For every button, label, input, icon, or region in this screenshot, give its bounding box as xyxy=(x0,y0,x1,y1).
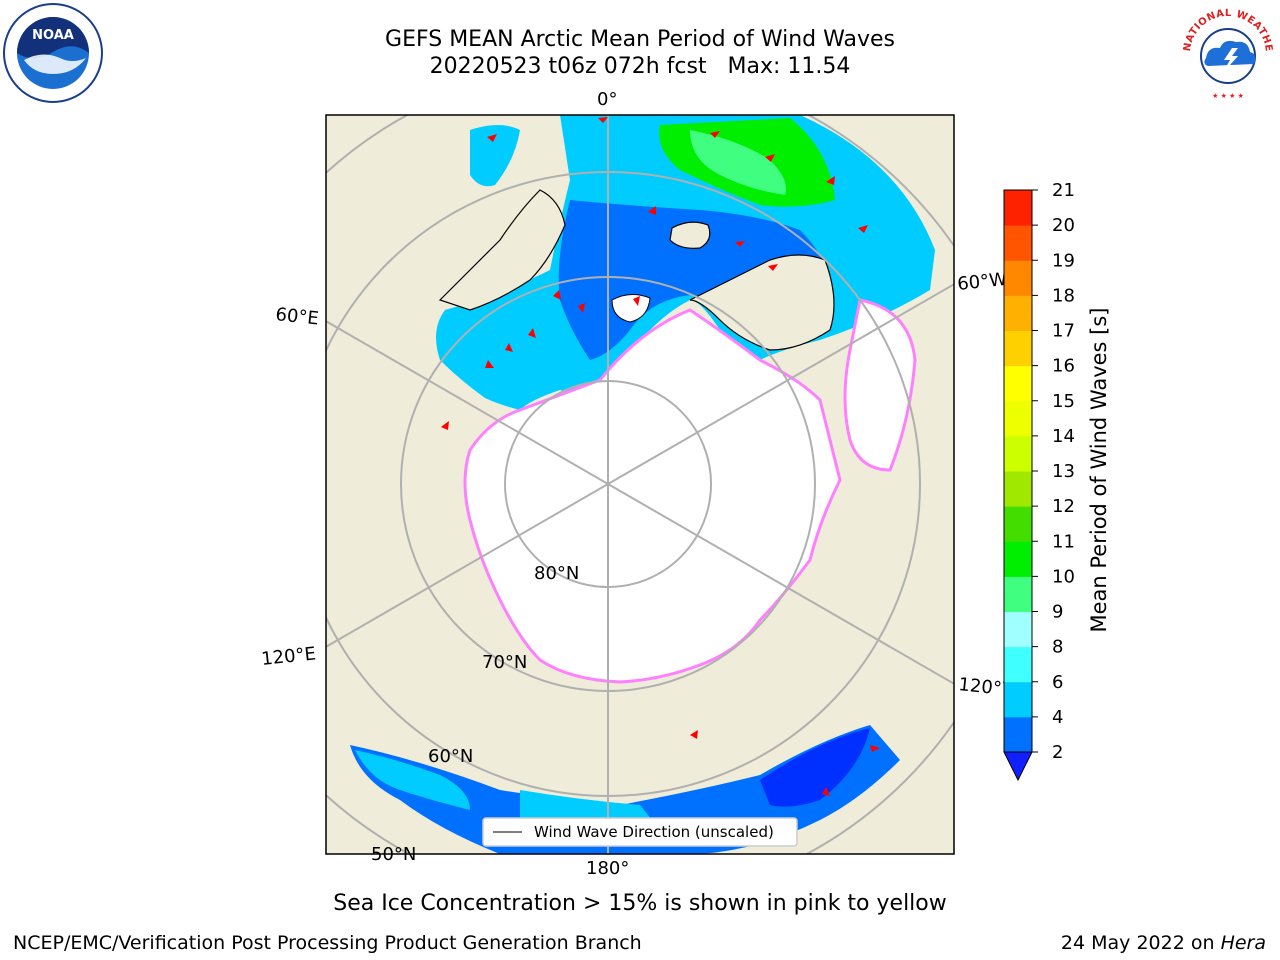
land-svalbard xyxy=(611,294,651,323)
colorbar-tick-label: 10 xyxy=(1052,566,1075,587)
colorbar-tick-label: 14 xyxy=(1052,426,1075,447)
map-area: Wind Wave Direction (unscaled) xyxy=(326,115,954,854)
colorbar-segment xyxy=(1004,576,1032,612)
colorbar-tick-label: 20 xyxy=(1052,215,1075,236)
arctic-sea-ice xyxy=(463,308,842,684)
lat-label-70n: 70°N xyxy=(482,652,527,673)
colorbar-tick-label: 4 xyxy=(1052,707,1063,728)
date-text: 24 May 2022 on Hera xyxy=(1061,932,1266,954)
colorbar-tick-label: 21 xyxy=(1052,180,1075,201)
lon-label-0: 0° xyxy=(597,89,617,110)
ocean-atlantic-lightgreen xyxy=(690,130,786,195)
ocean-pacific-deep xyxy=(760,728,870,807)
svg-text:★ ★ ★ ★: ★ ★ ★ ★ xyxy=(1212,92,1244,100)
lat-label-80n: 80°N xyxy=(534,563,579,584)
wind-arrow xyxy=(648,206,656,215)
colorbar-tick-label: 19 xyxy=(1052,250,1075,271)
lon-label-180: 180° xyxy=(586,858,629,879)
colorbar-tick-label: 2 xyxy=(1052,742,1063,763)
colorbar-tick-label: 8 xyxy=(1052,637,1063,658)
host-name: Hera xyxy=(1220,932,1266,954)
colorbar-segment xyxy=(1004,471,1032,507)
wind-arrow xyxy=(578,303,585,313)
noaa-logo-text: NOAA xyxy=(32,28,74,43)
colorbar-extend xyxy=(1003,751,1033,782)
map-frame xyxy=(325,114,955,855)
lon-label-60w: 60°W xyxy=(956,269,1008,295)
colorbar-segment xyxy=(1004,506,1032,542)
colorbar-tick-label: 11 xyxy=(1052,531,1075,552)
ocean-hudson-bay xyxy=(843,298,917,472)
lat-label-60n: 60°N xyxy=(428,746,473,767)
nws-logo: NATIONAL WEATHER SERVICE ★ ★ ★ ★ xyxy=(1178,2,1274,100)
credit-text: NCEP/EMC/Verification Post Processing Pr… xyxy=(13,932,642,954)
colorbar-segment xyxy=(1004,225,1032,261)
colorbar-segment xyxy=(1004,330,1032,367)
noaa-logo: NOAA xyxy=(3,3,103,103)
wind-arrow xyxy=(598,117,608,123)
wind-arrow xyxy=(441,421,449,430)
colorbar-label: Mean Period of Wind Waves [s] xyxy=(1087,308,1111,633)
colorbar-segment xyxy=(1004,611,1032,648)
meridian-120w xyxy=(607,483,954,685)
map-title-line2: 20220523 t06z 072h fcst Max: 11.54 xyxy=(429,54,851,79)
wind-arrow xyxy=(485,360,494,368)
land-scandinavia xyxy=(438,189,566,311)
wind-arrow xyxy=(822,787,830,796)
colorbar-tick-label: 9 xyxy=(1052,602,1063,623)
wind-arrow xyxy=(690,730,698,739)
meridian-120e xyxy=(326,483,609,648)
colorbar-segment xyxy=(1004,716,1032,753)
wind-arrows xyxy=(441,117,880,796)
lon-label-120e: 120°E xyxy=(260,643,317,670)
meridian-60w xyxy=(607,283,954,485)
colorbar-tick-label: 17 xyxy=(1052,321,1075,342)
wind-arrow xyxy=(487,134,497,142)
land-iceland xyxy=(669,221,711,249)
meridian-60e xyxy=(326,320,609,485)
map-legend: Wind Wave Direction (unscaled) xyxy=(482,817,798,847)
colorbar-tick-label: 16 xyxy=(1052,356,1075,377)
map-title-line1: GEFS MEAN Arctic Mean Period of Wind Wav… xyxy=(385,27,895,52)
colorbar-segment xyxy=(1004,190,1032,226)
colorbar-segment xyxy=(1004,541,1032,577)
colorbar-tick-label: 18 xyxy=(1052,285,1075,306)
graticule xyxy=(326,115,954,854)
wind-arrow xyxy=(735,241,745,247)
colorbar-segment xyxy=(1004,260,1032,296)
colorbar-tick-label: 6 xyxy=(1052,672,1063,693)
wind-arrow xyxy=(870,745,880,752)
colorbar-segment xyxy=(1004,681,1032,718)
colorbar-tick-label: 15 xyxy=(1052,391,1075,412)
wind-arrow xyxy=(768,264,778,271)
wind-arrow xyxy=(553,290,561,300)
colorbar-segment xyxy=(1004,295,1032,331)
colorbar: 2 4 6 8 9 10 11 12 13 14 15 16 17 18 19 20 21 xyxy=(1003,180,1075,782)
wind-arrow xyxy=(710,131,720,138)
wind-arrow xyxy=(858,225,868,233)
colorbar-segment xyxy=(1004,365,1032,402)
ocean-baltic xyxy=(470,125,520,187)
legend-label: Wind Wave Direction (unscaled) xyxy=(534,823,774,841)
colorbar-segment xyxy=(1004,435,1032,472)
date-value: 24 May 2022 on xyxy=(1060,932,1215,954)
wind-arrow xyxy=(633,296,640,306)
colorbar-tick-label: 13 xyxy=(1052,461,1075,482)
lon-label-60e: 60°E xyxy=(274,304,319,329)
wind-arrow xyxy=(765,154,775,162)
colorbar-segment xyxy=(1004,400,1032,437)
lat-label-50n: 50°N xyxy=(371,844,416,865)
wind-arrow xyxy=(826,176,835,185)
colorbar-tick-label: 12 xyxy=(1052,496,1075,517)
wind-arrow xyxy=(528,328,536,338)
wind-arrow xyxy=(505,343,513,352)
sea-ice-note: Sea Ice Concentration > 15% is shown in … xyxy=(333,891,947,916)
ocean-okhotsk xyxy=(355,750,470,810)
colorbar-segment xyxy=(1004,646,1032,683)
